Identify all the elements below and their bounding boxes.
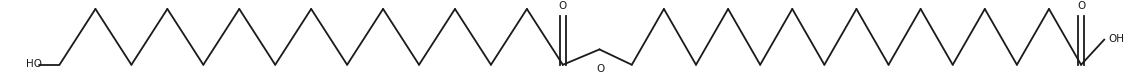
- Text: O: O: [596, 64, 605, 74]
- Text: O: O: [1077, 1, 1086, 11]
- Text: O: O: [558, 1, 567, 11]
- Text: OH: OH: [1109, 34, 1125, 44]
- Text: HO: HO: [26, 59, 42, 69]
